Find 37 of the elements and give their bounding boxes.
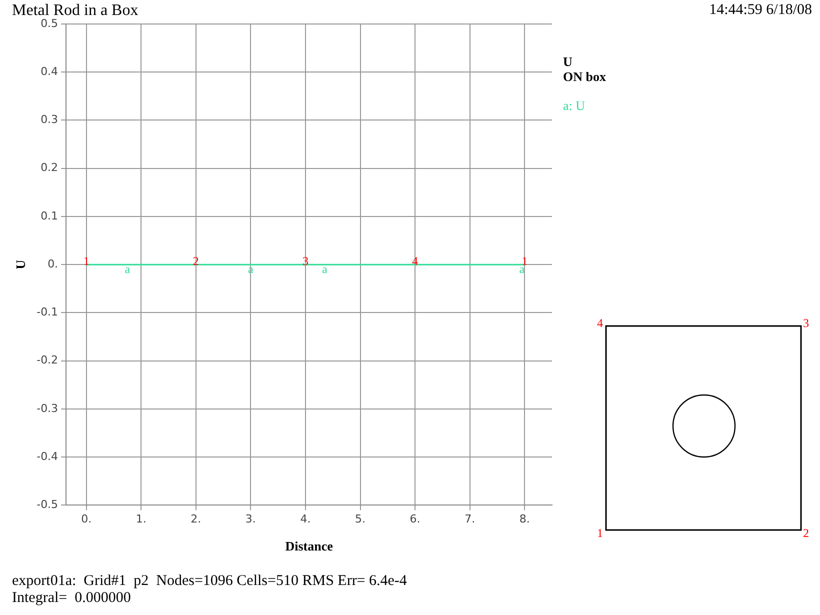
text: Integral= 0.000000 — [12, 590, 131, 606]
y-tick-label: 0.3 — [40, 113, 58, 126]
annotation: 3 — [302, 254, 308, 268]
annotation: 4 — [412, 254, 418, 268]
x-tick-label: 4. — [300, 512, 311, 526]
x-tick-label: 2. — [190, 512, 202, 526]
text: export01a: Grid#1 p2 Nodes=1096 Cells=510 RMS Err= 6.4e-4 — [12, 573, 407, 589]
x-tick-label: 3. — [245, 512, 256, 526]
x-tick-label: 5. — [355, 512, 366, 526]
x-tick-label: 8. — [519, 512, 530, 526]
y-axis-title: U — [13, 259, 28, 270]
annotation: a — [124, 262, 131, 276]
x-tick-label: 0. — [81, 512, 92, 526]
x-tick-label: 1. — [136, 512, 146, 526]
text: a: U — [563, 98, 586, 113]
annotation: a — [248, 262, 254, 276]
y-tick-label: -0.2 — [36, 354, 58, 367]
chart-title: Metal Rod in a Box — [12, 2, 138, 19]
x-tick-label: 7. — [464, 512, 476, 526]
y-tick-label: -0.1 — [36, 306, 58, 319]
x-tick-label: 6. — [410, 512, 420, 526]
annotation: 2 — [192, 254, 199, 268]
y-tick-label: 0.4 — [40, 64, 58, 78]
annotation: a — [322, 262, 328, 276]
annotation: 1 — [522, 254, 528, 268]
y-tick-label: -0.4 — [36, 450, 58, 463]
y-tick-label: 0.1 — [40, 209, 58, 222]
y-tick-label: 0.2 — [40, 161, 58, 174]
text: ON box — [563, 69, 606, 84]
annotation: 1 — [83, 254, 90, 268]
text: 14:44:59 6/18/08 — [709, 2, 812, 19]
y-tick-label: 0. — [48, 257, 58, 270]
x-axis-title: Distance — [285, 538, 334, 554]
legend-title: U — [563, 54, 574, 69]
y-tick-label: -0.5 — [36, 498, 58, 512]
y-tick-label: -0.3 — [36, 402, 58, 415]
y-tick-label: 0.5 — [40, 16, 58, 30]
